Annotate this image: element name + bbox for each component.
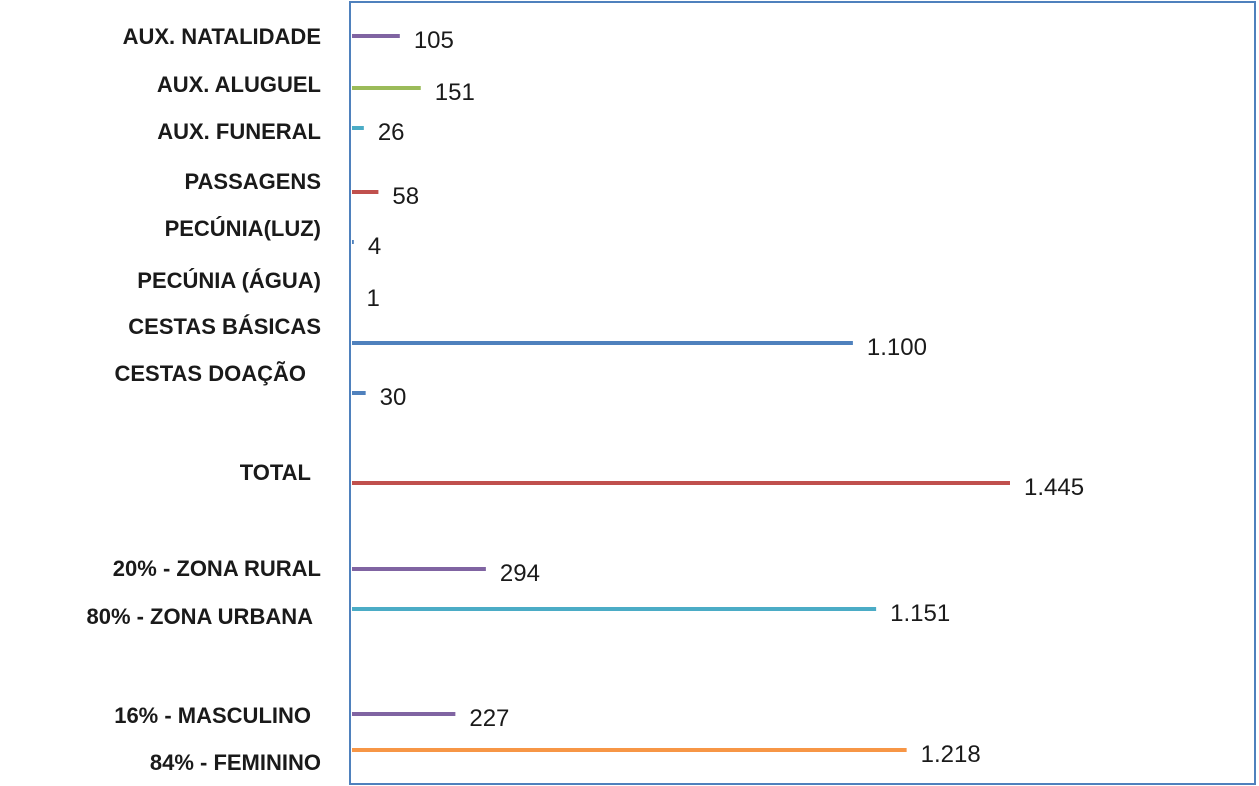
category-label: CESTAS DOAÇÃO xyxy=(115,361,307,386)
category-label: 84% - FEMININO xyxy=(150,750,321,775)
value-label: 1.100 xyxy=(867,334,927,361)
category-label: PECÚNIA(LUZ) xyxy=(165,216,321,241)
plot-area xyxy=(349,1,1256,785)
value-label: 1 xyxy=(366,285,379,312)
category-labels-group: AUX. NATALIDADE AUX. ALUGUEL AUX. FUNERAL P… xyxy=(86,24,321,775)
value-label: 105 xyxy=(414,27,454,54)
category-label: AUX. ALUGUEL xyxy=(157,72,321,97)
category-label: AUX. NATALIDADE xyxy=(123,24,321,49)
value-label: 227 xyxy=(469,705,509,732)
value-label: 58 xyxy=(392,183,419,210)
category-label: PASSAGENS xyxy=(184,169,321,194)
value-label: 26 xyxy=(378,119,405,146)
category-label: PECÚNIA (ÁGUA) xyxy=(137,268,321,293)
bars-group xyxy=(352,34,1010,752)
value-labels-group: 105 151 26 58 4 1 1.100 30 1.445 294 1.151 227 1.218 xyxy=(366,27,1084,768)
category-label: 16% - MASCULINO xyxy=(114,703,311,728)
value-label: 30 xyxy=(380,384,407,411)
category-label: CESTAS BÁSICAS xyxy=(128,314,321,339)
value-label: 1.151 xyxy=(890,600,950,627)
value-label: 1.445 xyxy=(1024,474,1084,501)
category-label: 20% - ZONA RURAL xyxy=(113,556,321,581)
value-label: 4 xyxy=(368,233,381,260)
value-label: 294 xyxy=(500,560,540,587)
category-label: AUX. FUNERAL xyxy=(157,119,321,144)
category-label: 80% - ZONA URBANA xyxy=(86,604,313,629)
category-label: TOTAL xyxy=(240,460,311,485)
value-label: 1.218 xyxy=(921,741,981,768)
value-label: 151 xyxy=(435,79,475,106)
